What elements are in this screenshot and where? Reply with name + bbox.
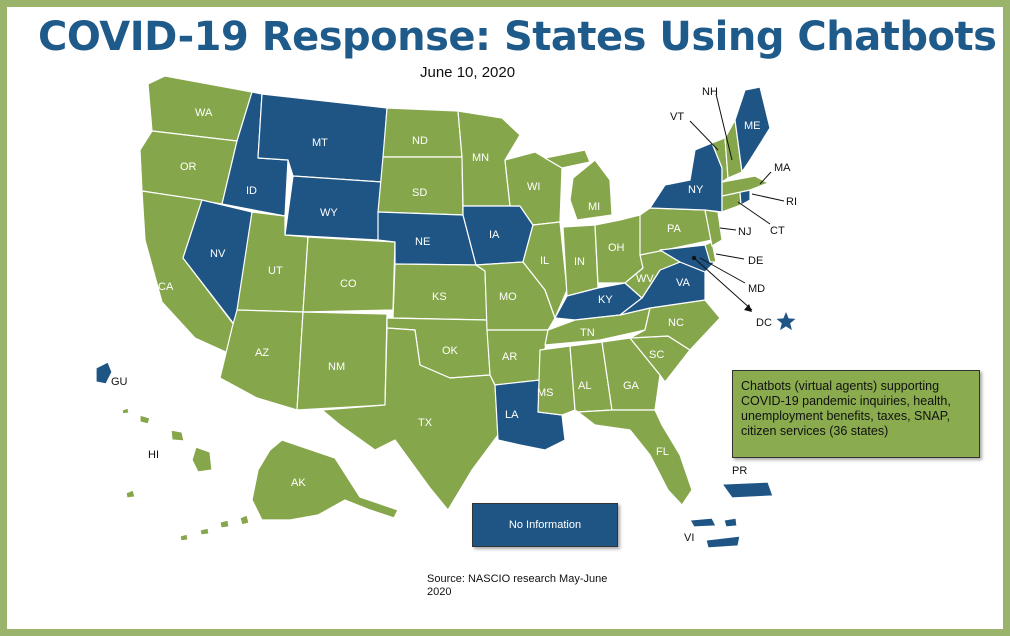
label-hi: HI [148,449,159,461]
label-wa: WA [195,107,213,119]
label-ky: KY [598,294,613,306]
label-de: DE [748,255,763,267]
label-tx: TX [418,417,433,429]
label-ks: KS [432,291,447,303]
label-gu: GU [111,376,128,388]
label-il: IL [540,255,549,267]
state-ak [251,439,399,521]
territory-pr [721,481,774,499]
state-co [302,236,396,313]
label-ct: CT [770,225,785,237]
label-ut: UT [268,265,283,277]
label-ga: GA [623,380,640,392]
label-wy: WY [320,207,338,219]
state-de [704,241,717,263]
map-title: COVID-19 Response: States Using Chatbots [38,14,997,60]
label-in: IN [574,256,585,268]
label-ar: AR [502,351,517,363]
state-hi [121,407,213,473]
state-fl [577,409,693,506]
state-ma [721,175,769,197]
state-ak-islands [125,489,250,542]
legend-no-information: No Information [472,503,618,547]
label-ny: NY [688,184,704,196]
label-ri: RI [786,196,797,208]
label-md: MD [748,283,765,295]
state-ny [649,142,723,213]
dc-dot [691,255,697,261]
label-or: OR [180,161,197,173]
legend-chatbots: Chatbots (virtual agents) supporting COV… [732,370,980,458]
label-vi: VI [684,532,694,544]
label-nj: NJ [738,226,751,238]
label-mt: MT [312,137,328,149]
source-note: Source: NASCIO research May-June 2020 [427,573,608,598]
label-mo: MO [499,291,517,303]
label-nc: NC [668,317,684,329]
label-nv: NV [210,248,226,260]
state-ga [601,337,661,411]
label-wi: WI [527,181,540,193]
label-mn: MN [472,152,489,164]
label-tn: TN [580,327,595,339]
label-az: AZ [255,347,269,359]
dc-star-icon [776,312,796,331]
state-me [734,86,771,173]
label-id: ID [246,185,257,197]
label-nh: NH [702,86,718,98]
state-az [219,309,304,411]
state-sd [377,156,464,216]
dc-arrow-head [744,304,752,312]
label-mi: MI [588,201,600,213]
state-nd [382,107,463,158]
territory-vi [689,517,741,549]
label-sd: SD [412,187,427,199]
label-pa: PA [667,223,682,235]
state-mi [544,149,613,221]
label-sc: SC [649,349,664,361]
label-ok: OK [442,345,459,357]
label-nd: ND [412,135,428,147]
label-ia: IA [489,229,500,241]
label-la: LA [505,409,519,421]
label-al: AL [578,380,591,392]
territory-gu [95,361,113,385]
label-vt: VT [670,111,684,123]
label-wv: WV [636,273,654,285]
label-me: ME [744,120,761,132]
label-ms: MS [537,387,554,399]
state-tx [321,327,499,511]
state-ms [537,345,576,416]
label-dc: DC [756,317,772,329]
label-ca: CA [158,281,174,293]
label-ma: MA [774,162,791,174]
state-vt [711,137,729,183]
label-co: CO [340,278,357,290]
state-md [659,244,716,273]
label-fl: FL [656,446,669,458]
label-ak: AK [291,477,306,489]
label-ne: NE [415,236,430,248]
label-pr: PR [732,465,747,477]
label-oh: OH [608,242,625,254]
map-date: June 10, 2020 [420,64,516,81]
label-nm: NM [328,361,345,373]
label-va: VA [676,277,691,289]
